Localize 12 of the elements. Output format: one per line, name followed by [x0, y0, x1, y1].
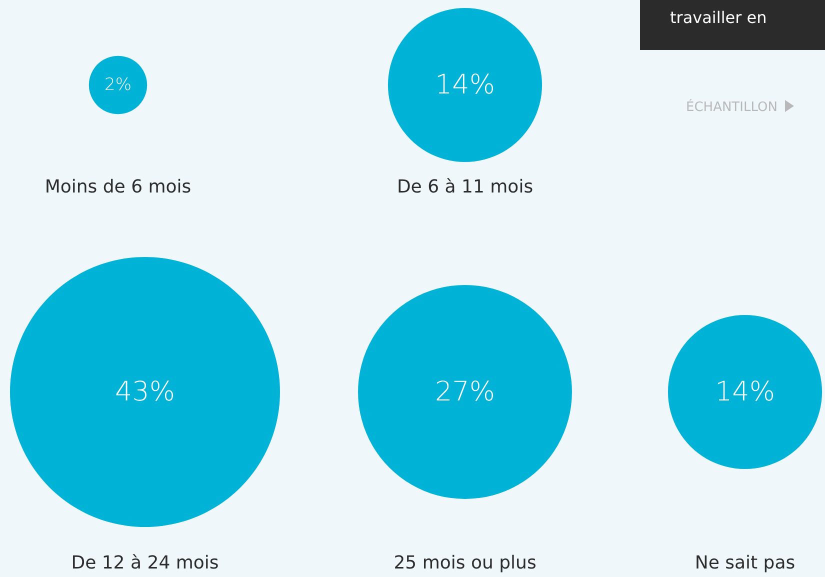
category-label: De 6 à 11 mois [396, 176, 534, 198]
category-label: 25 mois ou plus [394, 552, 536, 574]
data-label: 27% [434, 376, 496, 408]
text: travailler en [640, 0, 825, 50]
data-label: 14% [714, 376, 776, 408]
category-label: De 12 à 24 mois [71, 552, 219, 574]
data-label: 2% [104, 75, 132, 95]
text: ÉCHANTILLON [686, 100, 778, 115]
category-label: Ne sait pas [694, 552, 796, 574]
data-label: 43% [114, 376, 176, 408]
data-label: 14% [434, 70, 496, 100]
category-label: Moins de 6 mois [44, 176, 192, 198]
